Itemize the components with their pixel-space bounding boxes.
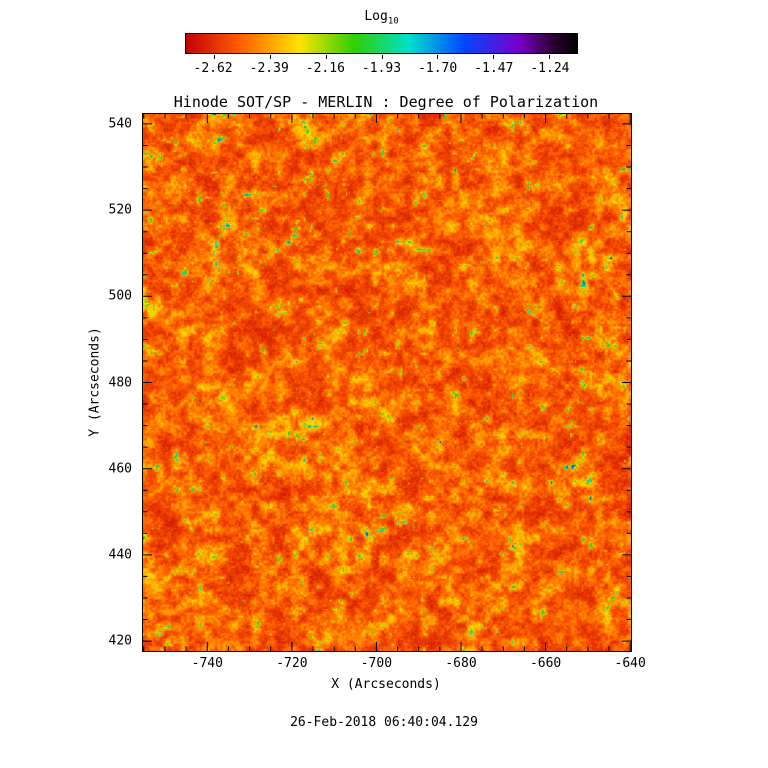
colorbar-tick-mark [381, 55, 383, 59]
colorbar-tick-mark [325, 55, 327, 59]
colorbar-gradient [185, 33, 578, 59]
x-tick-label: -700 [360, 656, 393, 671]
x-axis-label: X (Arcseconds) [331, 677, 441, 692]
colorbar-tick-label: -1.47 [474, 61, 514, 76]
colorbar-tick-mark [549, 55, 551, 59]
y-tick-label: 500 [108, 288, 132, 304]
colorbar-tick-label: -1.93 [361, 61, 402, 76]
colorbar-title-sub: 10 [387, 16, 399, 27]
colorbar-tick-mark [437, 55, 439, 59]
y-tick-label: 420 [108, 633, 132, 649]
heatmap-plot [142, 113, 632, 652]
y-tick-labels: 420 440 460 480 500 520 540 [92, 114, 136, 651]
colorbar-title: Log10 [185, 9, 578, 27]
x-tick-label: -740 [191, 656, 223, 671]
heatmap-canvas [143, 114, 631, 651]
x-tick-label: -680 [445, 656, 477, 671]
observation-timestamp: 26-Feb-2018 06:40:04.129 [290, 715, 478, 730]
colorbar-tick-mark [269, 55, 271, 59]
y-tick-label: 480 [108, 375, 132, 390]
x-tick-label: -640 [614, 656, 646, 671]
y-tick-label: 440 [108, 547, 132, 563]
colorbar-tick-label: -1.70 [418, 61, 458, 76]
colorbar-tick-label: -2.39 [249, 61, 289, 76]
x-tick-labels: -740 -720 -700 -680 -660 -640 [143, 656, 646, 671]
colorbar-tick-label: -2.16 [305, 61, 345, 76]
y-axis-label: Y (Arcseconds) [87, 327, 103, 437]
colorbar-tick-label: -2.62 [193, 61, 233, 76]
colorbar-tick-labels: -2.62 -2.39 -2.16 -1.93 -1.70 -1.47 -1.24 [185, 61, 578, 76]
colorbar-tick-mark [213, 55, 215, 59]
x-tick-label: -720 [276, 656, 308, 671]
colorbar-tick-mark [493, 55, 495, 59]
y-tick-label: 520 [108, 202, 132, 218]
y-tick-label: 460 [108, 461, 132, 477]
x-tick-label: -660 [529, 656, 562, 671]
y-tick-label: 540 [108, 116, 132, 132]
colorbar-tick-label: -1.24 [530, 61, 570, 76]
plot-title: Hinode SOT/SP - MERLIN : Degree of Polar… [173, 93, 599, 111]
colorbar-title-main: Log [364, 9, 388, 24]
